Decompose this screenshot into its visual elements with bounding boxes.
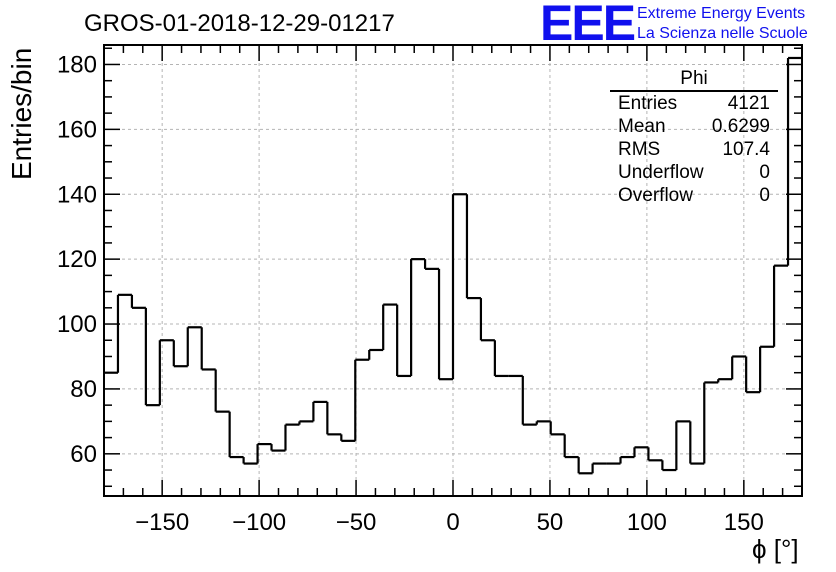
- stats-row-mean: Mean 0.6299: [610, 115, 778, 138]
- eee-logo: EEE: [540, 0, 636, 51]
- stats-label: Mean: [618, 116, 666, 137]
- stats-row-entries: Entries 4121: [610, 92, 778, 115]
- stats-value: 0: [759, 185, 770, 206]
- eee-logo-text: Extreme Energy Events La Scienza nelle S…: [637, 4, 808, 44]
- x-tick-label: −150: [135, 509, 189, 536]
- x-tick-label: 100: [627, 509, 667, 536]
- stats-row-underflow: Underflow 0: [610, 161, 778, 184]
- x-tick-label: −50: [336, 509, 377, 536]
- logo-line-2: La Scienza nelle Scuole: [637, 25, 808, 42]
- y-tick-label: 60: [70, 441, 97, 468]
- y-tick-label: 140: [57, 181, 97, 208]
- stats-box: Phi Entries 4121 Mean 0.6299 RMS 107.4 Underfl…: [610, 68, 778, 207]
- stats-row-rms: RMS 107.4: [610, 138, 778, 161]
- stats-value: 0: [759, 162, 770, 183]
- stats-label: Overflow: [618, 185, 693, 206]
- stats-value: 4121: [727, 93, 770, 114]
- x-axis-label: ϕ [°]: [752, 534, 799, 564]
- stats-value: 0.6299: [711, 116, 770, 137]
- stats-label: RMS: [618, 139, 661, 160]
- y-tick-label: 120: [57, 246, 97, 273]
- stats-row-overflow: Overflow 0: [610, 184, 778, 207]
- stats-label: Entries: [618, 93, 678, 114]
- x-tick-label: 150: [724, 509, 764, 536]
- y-tick-label: 160: [57, 116, 97, 143]
- x-tick-label: 0: [446, 509, 459, 536]
- stats-label: Underflow: [618, 162, 704, 183]
- chart-title: GROS-01-2018-12-29-01217: [84, 10, 395, 37]
- stats-value: 107.4: [722, 139, 770, 160]
- x-tick-label: 50: [537, 509, 564, 536]
- stats-box-name: Phi: [610, 68, 778, 92]
- y-tick-label: 80: [70, 376, 97, 403]
- logo-line-1: Extreme Energy Events: [637, 5, 806, 22]
- y-tick-label: 180: [57, 51, 97, 78]
- y-tick-label: 100: [57, 311, 97, 338]
- x-tick-label: −100: [232, 509, 286, 536]
- stats-rows: Entries 4121 Mean 0.6299 RMS 107.4 Underflow 0 O…: [610, 92, 778, 207]
